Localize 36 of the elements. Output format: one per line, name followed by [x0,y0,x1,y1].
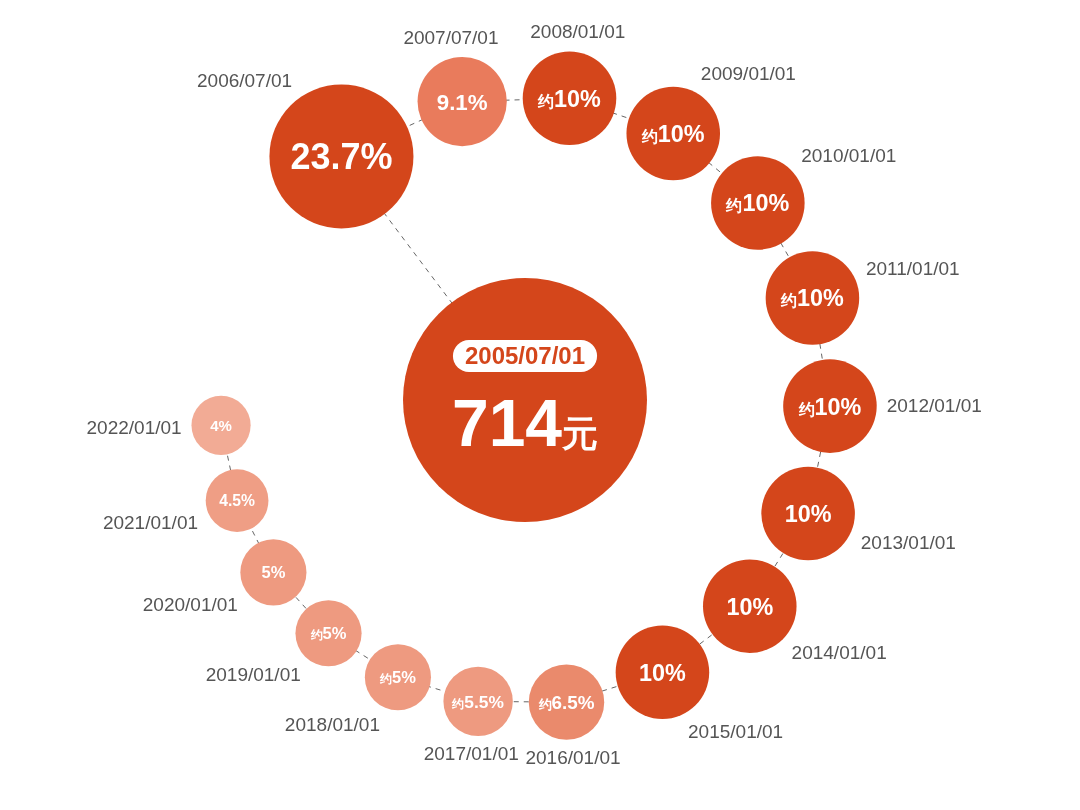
data-label: 约10% [640,120,705,147]
data-label: 5% [261,563,286,583]
data-label: 约10% [537,85,602,112]
category-label: 2012/01/01 [886,395,982,417]
text: 714元 [451,385,599,460]
category-label: 2021/01/01 [102,512,199,533]
category-label: 2016/01/01 [525,747,621,769]
category-label: 2019/01/01 [205,663,301,685]
data-label: 约10% [797,393,862,420]
category-label: 2018/01/01 [284,714,380,736]
category-label: 2022/01/01 [86,416,182,438]
data-label: 10% [726,593,774,620]
data-label: 约5.5% [451,691,504,712]
category-label: 2015/01/01 [688,720,784,742]
data-label: 10% [639,659,687,686]
category-label: 2014/01/01 [791,642,887,664]
category-label: 2013/01/01 [860,532,956,554]
category-label: 2017/01/01 [423,743,519,765]
category-label: 2020/01/01 [142,594,238,616]
text: 2005/07/01 [464,341,586,369]
data-label: 约5% [378,668,417,688]
data-label: 10% [784,500,832,527]
data-label: 约6.5% [537,691,595,713]
category-label: 2010/01/01 [801,145,897,167]
data-label: 4% [210,416,232,434]
category-label: 2006/07/01 [197,69,293,91]
category-label: 2011/01/01 [865,257,960,279]
data-label: 4.5% [219,492,255,510]
data-label: 23.7% [290,136,393,178]
category-label: 2007/07/01 [403,26,499,48]
data-label: 约10% [725,190,790,217]
data-label: 约5% [309,624,347,644]
category-label: 2008/01/01 [530,20,626,42]
category-label: 2009/01/01 [700,62,796,84]
data-label: 9.1% [436,89,488,115]
data-label: 约10% [780,285,845,312]
